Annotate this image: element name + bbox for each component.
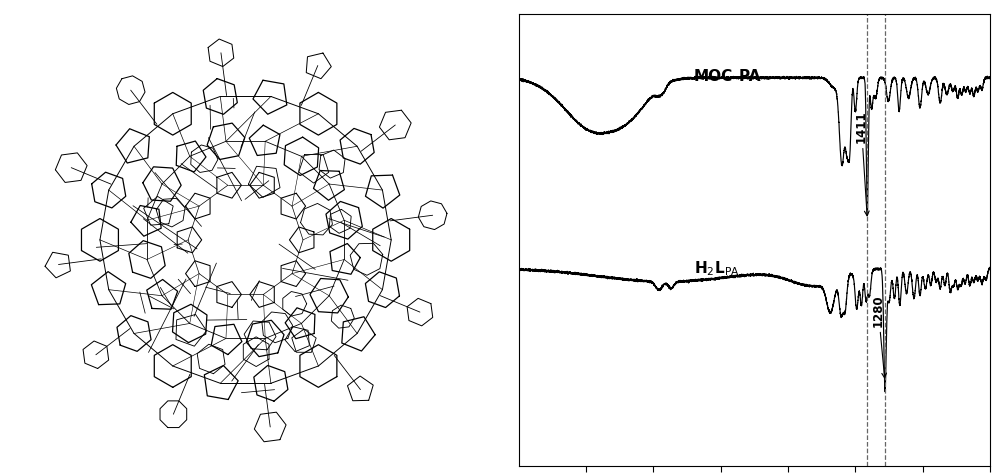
Text: MOC-PA: MOC-PA [694, 68, 761, 84]
Text: 1411: 1411 [855, 110, 869, 216]
Text: H$_2$L$_{\mathrm{PA}}$: H$_2$L$_{\mathrm{PA}}$ [694, 259, 740, 277]
Text: 1280: 1280 [872, 294, 887, 378]
